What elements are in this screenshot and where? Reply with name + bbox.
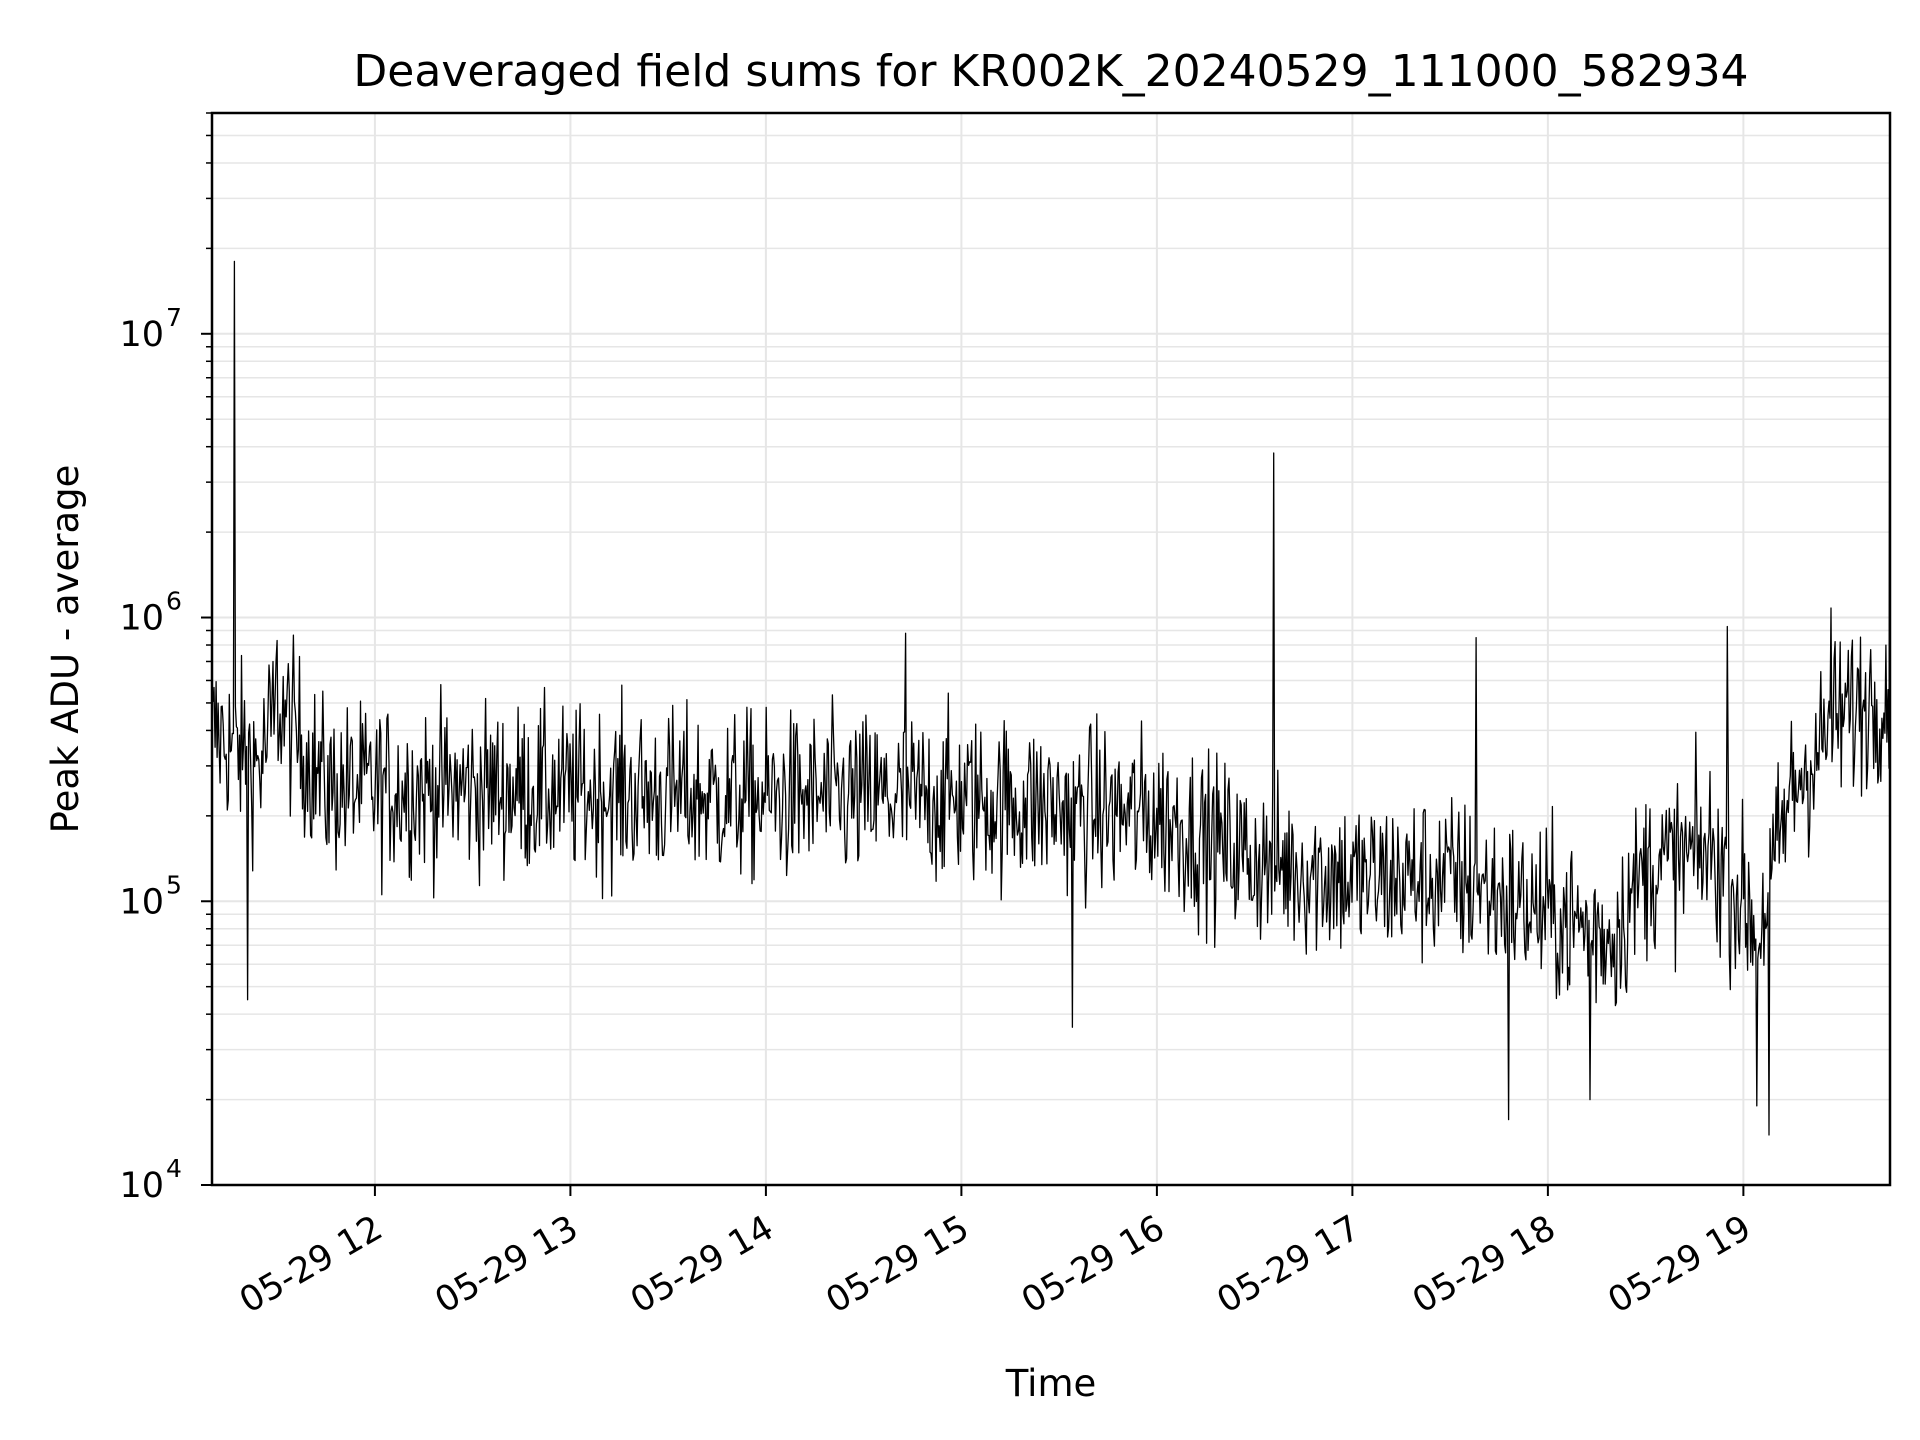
y-tick-exponent: 6: [166, 587, 182, 616]
plot-frame: [210, 111, 1892, 1187]
y-tick-exponent: 7: [166, 303, 182, 332]
series-line: [211, 162, 1891, 1136]
y-tick-label: 10: [119, 599, 164, 639]
y-tick-label: 10: [119, 882, 164, 922]
y-tick-label: 10: [119, 1166, 164, 1206]
chart-title: Deaveraged field sums for KR002K_2024052…: [353, 46, 1748, 97]
y-tick-exponent: 5: [166, 870, 182, 899]
x-axis-label: Time: [1005, 1362, 1097, 1405]
y-tick-label: 10: [119, 315, 164, 355]
y-tick-exponent: 4: [166, 1154, 182, 1183]
y-axis-label: Peak ADU - average: [44, 465, 87, 834]
series-layer: [211, 162, 1891, 1136]
